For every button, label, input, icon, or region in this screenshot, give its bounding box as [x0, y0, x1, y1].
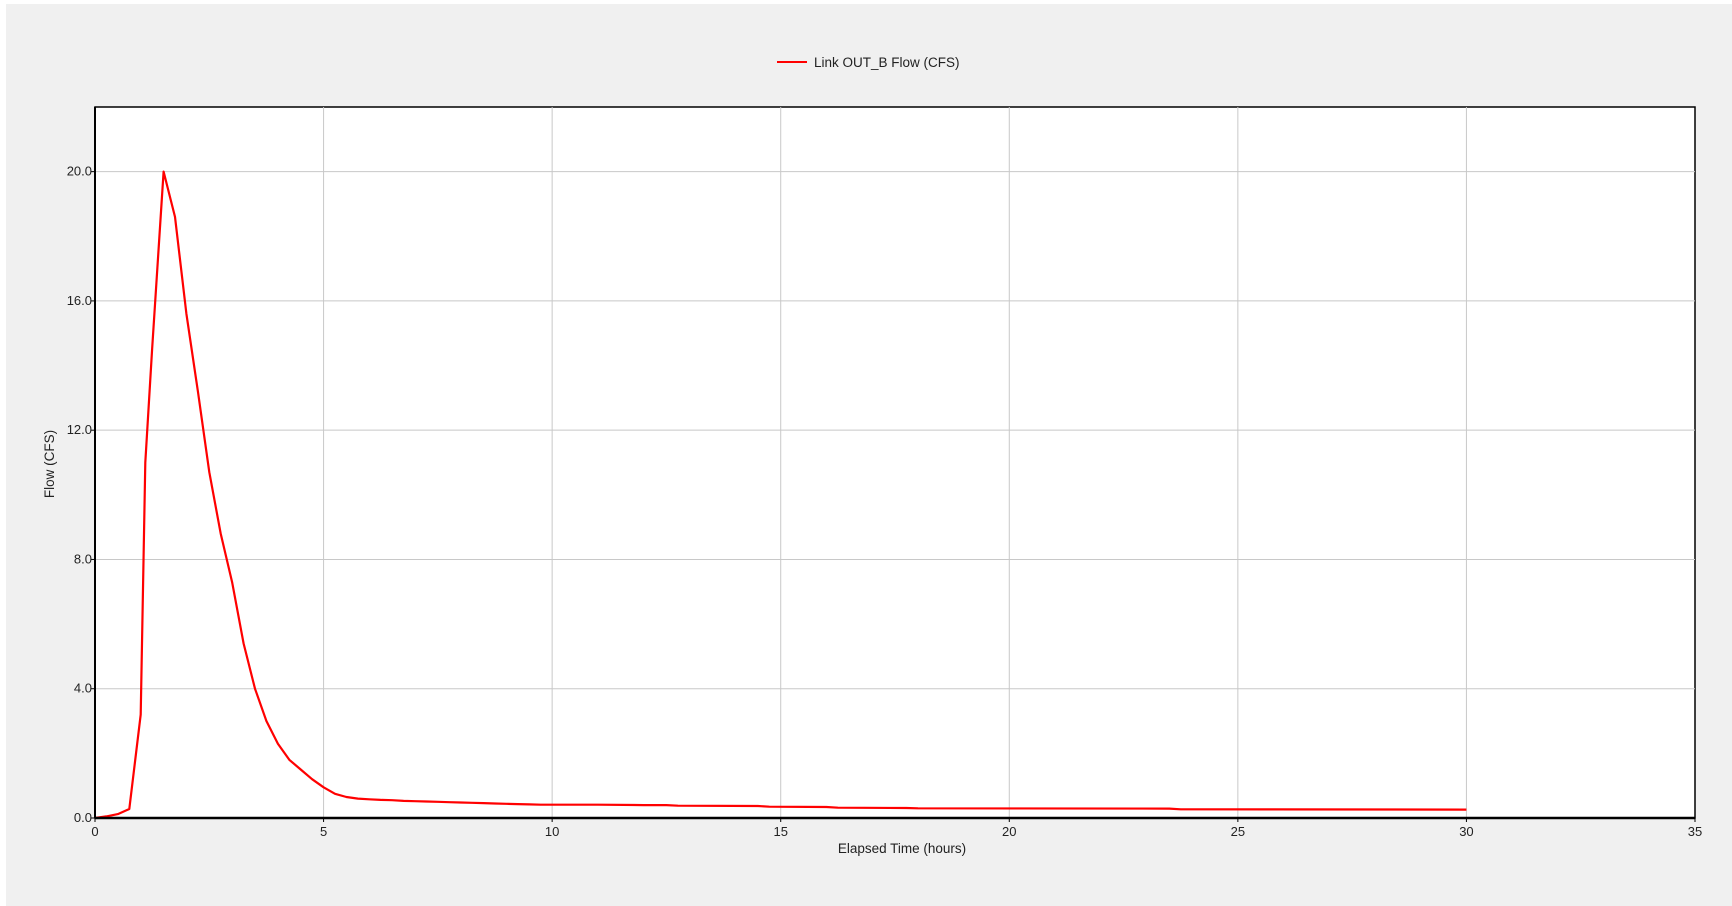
y-tick-label: 16.0: [67, 293, 92, 308]
axes: [91, 107, 1696, 822]
x-tick-label: 30: [1459, 824, 1473, 839]
series-layer: [94, 170, 1467, 820]
y-tick-label: 12.0: [67, 422, 92, 437]
legend-label: Link OUT_B Flow (CFS): [814, 55, 960, 70]
y-tick-label: 20.0: [67, 164, 92, 179]
x-tick-label: 10: [545, 824, 559, 839]
legend: Link OUT_B Flow (CFS): [777, 55, 960, 70]
tick-labels: 0 5 10 15 20 25 30 35 0.0 4.0 8.0 12.0 16.0 20.0: [67, 164, 1703, 839]
y-axis-title: Flow (CFS): [42, 430, 57, 498]
x-tick-label: 5: [320, 824, 327, 839]
series-line-1: [94, 170, 1467, 820]
x-tick-label: 0: [91, 824, 98, 839]
x-tick-label: 35: [1688, 824, 1702, 839]
x-tick-label: 20: [1002, 824, 1016, 839]
x-axis-title: Elapsed Time (hours): [838, 841, 966, 856]
y-tick-label: 0.0: [74, 810, 92, 825]
line-chart: Link OUT_B Flow (CFS) 0 5 10 15 20 25 30 35 0.0 4…: [42, 55, 1703, 856]
grid-lines: [95, 107, 1695, 818]
y-tick-label: 8.0: [74, 551, 92, 566]
x-tick-label: 15: [773, 824, 787, 839]
x-tick-label: 25: [1231, 824, 1245, 839]
chart-panel: Link OUT_B Flow (CFS) 0 5 10 15 20 25 30 35 0.0 4…: [6, 4, 1732, 906]
plot-area: [94, 106, 1696, 819]
y-tick-label: 4.0: [74, 681, 92, 696]
